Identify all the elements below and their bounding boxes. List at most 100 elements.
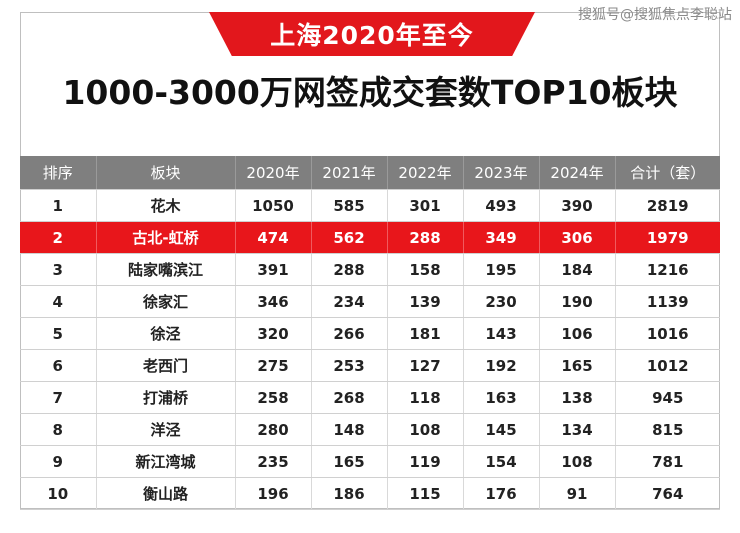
cell-area: 新江湾城 xyxy=(96,445,236,478)
cell-2024: 184 xyxy=(539,253,616,286)
cell-2022: 127 xyxy=(387,349,464,382)
cell-2024: 190 xyxy=(539,285,616,318)
cell-2023: 493 xyxy=(463,189,540,222)
cell-area: 陆家嘴滨江 xyxy=(96,253,236,286)
cell-2020: 275 xyxy=(235,349,312,382)
cell-2024: 106 xyxy=(539,317,616,350)
banner: 上海2020年至今 xyxy=(209,12,535,56)
cell-2022: 301 xyxy=(387,189,464,222)
cell-2020: 196 xyxy=(235,477,312,510)
cell-total: 781 xyxy=(615,445,720,478)
cell-2022: 115 xyxy=(387,477,464,510)
cell-2023: 192 xyxy=(463,349,540,382)
cell-2024: 91 xyxy=(539,477,616,510)
cell-2024: 108 xyxy=(539,445,616,478)
header-total: 合计（套） xyxy=(615,156,720,190)
cell-area: 古北-虹桥 xyxy=(96,221,236,254)
cell-total: 1016 xyxy=(615,317,720,350)
cell-2023: 349 xyxy=(463,221,540,254)
cell-area: 花木 xyxy=(96,189,236,222)
cell-rank: 10 xyxy=(20,477,97,510)
cell-2022: 181 xyxy=(387,317,464,350)
cell-area: 徐泾 xyxy=(96,317,236,350)
cell-total: 1012 xyxy=(615,349,720,382)
cell-rank: 8 xyxy=(20,413,97,446)
cell-2022: 158 xyxy=(387,253,464,286)
cell-rank: 1 xyxy=(20,189,97,222)
watermark: 搜狐号@搜狐焦点李聪站 xyxy=(578,7,732,23)
cell-2021: 165 xyxy=(311,445,388,478)
cell-2023: 163 xyxy=(463,381,540,414)
cell-rank: 3 xyxy=(20,253,97,286)
table-row: 3 陆家嘴滨江 391 288 158 195 184 1216 xyxy=(20,253,720,286)
header-2023: 2023年 xyxy=(463,156,540,190)
cell-rank: 9 xyxy=(20,445,97,478)
cell-2021: 186 xyxy=(311,477,388,510)
header-rank: 排序 xyxy=(20,156,97,190)
cell-rank: 2 xyxy=(20,221,97,254)
cell-total: 815 xyxy=(615,413,720,446)
table-row: 1 花木 1050 585 301 493 390 2819 xyxy=(20,189,720,222)
cell-area: 衡山路 xyxy=(96,477,236,510)
cell-2020: 391 xyxy=(235,253,312,286)
cell-rank: 6 xyxy=(20,349,97,382)
cell-total: 945 xyxy=(615,381,720,414)
table-row: 2 古北-虹桥 474 562 288 349 306 1979 xyxy=(20,221,720,254)
cell-2020: 235 xyxy=(235,445,312,478)
table-row: 4 徐家汇 346 234 139 230 190 1139 xyxy=(20,285,720,318)
cell-2021: 253 xyxy=(311,349,388,382)
header-2021: 2021年 xyxy=(311,156,388,190)
cell-2020: 280 xyxy=(235,413,312,446)
cell-2023: 145 xyxy=(463,413,540,446)
cell-2024: 165 xyxy=(539,349,616,382)
cell-area: 徐家汇 xyxy=(96,285,236,318)
cell-rank: 4 xyxy=(20,285,97,318)
cell-total: 764 xyxy=(615,477,720,510)
table-row: 9 新江湾城 235 165 119 154 108 781 xyxy=(20,445,720,478)
table-row: 7 打浦桥 258 268 118 163 138 945 xyxy=(20,381,720,414)
cell-2022: 119 xyxy=(387,445,464,478)
cell-2023: 143 xyxy=(463,317,540,350)
cell-2023: 230 xyxy=(463,285,540,318)
table-row: 6 老西门 275 253 127 192 165 1012 xyxy=(20,349,720,382)
header-2022: 2022年 xyxy=(387,156,464,190)
cell-2020: 258 xyxy=(235,381,312,414)
cell-total: 2819 xyxy=(615,189,720,222)
cell-2021: 585 xyxy=(311,189,388,222)
table-header-row: 排序 板块 2020年 2021年 2022年 2023年 2024年 合计（套… xyxy=(20,156,720,190)
table-row: 5 徐泾 320 266 181 143 106 1016 xyxy=(20,317,720,350)
table-row: 10 衡山路 196 186 115 176 91 764 xyxy=(20,477,720,510)
header-2020: 2020年 xyxy=(235,156,312,190)
cell-2024: 306 xyxy=(539,221,616,254)
cell-area: 老西门 xyxy=(96,349,236,382)
cell-2022: 288 xyxy=(387,221,464,254)
cell-2024: 134 xyxy=(539,413,616,446)
cell-2022: 139 xyxy=(387,285,464,318)
cell-area: 打浦桥 xyxy=(96,381,236,414)
cell-2021: 268 xyxy=(311,381,388,414)
table-row: 8 洋泾 280 148 108 145 134 815 xyxy=(20,413,720,446)
cell-2020: 1050 xyxy=(235,189,312,222)
cell-2022: 118 xyxy=(387,381,464,414)
header-area: 板块 xyxy=(96,156,236,190)
cell-2022: 108 xyxy=(387,413,464,446)
ranking-table: 排序 板块 2020年 2021年 2022年 2023年 2024年 合计（套… xyxy=(20,156,720,510)
cell-2024: 138 xyxy=(539,381,616,414)
cell-2021: 562 xyxy=(311,221,388,254)
page-title: 1000-3000万网签成交套数TOP10板块 xyxy=(62,73,678,112)
cell-2021: 234 xyxy=(311,285,388,318)
cell-rank: 5 xyxy=(20,317,97,350)
cell-2020: 346 xyxy=(235,285,312,318)
cell-total: 1139 xyxy=(615,285,720,318)
cell-2020: 474 xyxy=(235,221,312,254)
cell-2021: 148 xyxy=(311,413,388,446)
cell-2024: 390 xyxy=(539,189,616,222)
cell-2021: 266 xyxy=(311,317,388,350)
cell-rank: 7 xyxy=(20,381,97,414)
cell-2020: 320 xyxy=(235,317,312,350)
cell-total: 1979 xyxy=(615,221,720,254)
cell-2023: 176 xyxy=(463,477,540,510)
cell-area: 洋泾 xyxy=(96,413,236,446)
cell-2023: 195 xyxy=(463,253,540,286)
cell-2023: 154 xyxy=(463,445,540,478)
